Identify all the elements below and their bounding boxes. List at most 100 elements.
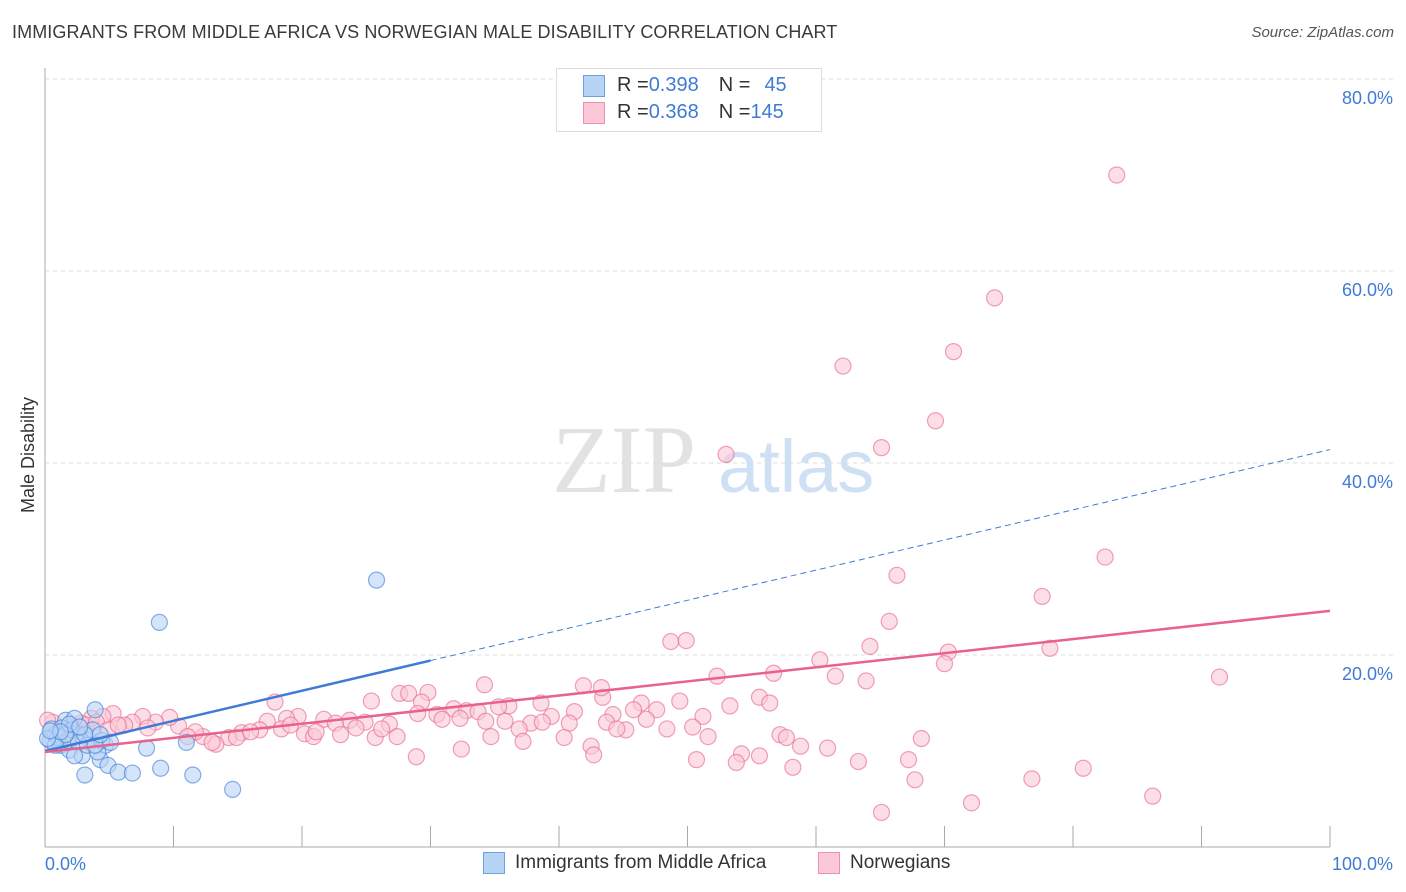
- norwegians-point: [986, 289, 1004, 307]
- norwegians-point: [872, 439, 891, 457]
- immigrants-point: [76, 766, 94, 784]
- norwegians-point: [750, 747, 769, 765]
- norwegians-point: [777, 728, 796, 747]
- norwegians-point: [242, 723, 260, 741]
- r-label: R =: [617, 74, 649, 96]
- source-label: Source: ZipAtlas.com: [1251, 24, 1394, 41]
- norwegians-point: [533, 713, 551, 731]
- norwegians-point: [880, 612, 898, 631]
- norwegians-point: [307, 723, 325, 741]
- norwegians-point: [388, 727, 406, 746]
- legend-item-immigrants: Immigrants from Middle Africa: [483, 852, 766, 874]
- norwegians-point: [1023, 770, 1041, 788]
- norwegians-point: [694, 707, 712, 726]
- norwegians-point: [826, 667, 844, 685]
- watermark-atlas: atlas: [718, 425, 874, 508]
- r-value: 0.398: [648, 74, 699, 96]
- norwegians-trendline: [44, 609, 1331, 754]
- norwegians-point: [926, 412, 945, 430]
- y-tick-label: 40.0%: [1342, 472, 1393, 492]
- x-tick-label-max: 100.0%: [1332, 854, 1393, 874]
- norwegians-point: [477, 712, 495, 730]
- norwegians-point: [452, 740, 470, 758]
- norwegians-point: [791, 737, 810, 755]
- legend-label: Immigrants from Middle Africa: [515, 852, 767, 873]
- norwegians-point: [721, 697, 739, 715]
- norwegians-point: [944, 343, 963, 361]
- norwegians-point: [717, 445, 735, 463]
- chart-title: IMMIGRANTS FROM MIDDLE AFRICA VS NORWEGI…: [12, 22, 838, 42]
- norwegians-point: [1108, 166, 1126, 184]
- immigrants-point: [123, 764, 141, 782]
- norwegians-point: [658, 720, 676, 738]
- norwegians-point: [1041, 639, 1059, 657]
- norwegians-point: [677, 631, 695, 650]
- y-tick-label: 80.0%: [1342, 88, 1393, 108]
- norwegians-point: [373, 720, 391, 738]
- norwegians-point: [818, 739, 837, 757]
- norwegians-point: [109, 716, 127, 734]
- watermark-zip: ZIP: [552, 406, 696, 513]
- blue-swatch-icon: [583, 74, 605, 97]
- immigrants-point: [224, 780, 242, 799]
- norwegians-point: [514, 732, 532, 751]
- norwegians-point: [906, 771, 924, 789]
- immigrants-trendline-extension: [430, 449, 1331, 662]
- y-axis-label: Male Disability: [18, 397, 38, 513]
- norwegians-point: [708, 667, 726, 685]
- norwegians-point: [1033, 587, 1051, 606]
- norwegians-point: [962, 794, 981, 812]
- norwegians-point: [400, 684, 418, 703]
- norwegians-point: [888, 566, 906, 584]
- norwegians-point: [662, 632, 680, 651]
- n-label: N =: [718, 101, 751, 123]
- r-value: 0.368: [648, 101, 699, 123]
- norwegians-point: [935, 655, 954, 673]
- immigrants-point: [150, 613, 168, 631]
- immigrants-point: [177, 733, 195, 751]
- norwegians-point: [608, 720, 626, 738]
- immigrants-point: [71, 718, 89, 736]
- immigrants-point: [86, 701, 104, 719]
- immigrants-point: [152, 759, 170, 777]
- norwegians-point: [451, 709, 469, 727]
- pink-swatch-icon: [818, 852, 840, 874]
- blue-swatch-icon: [483, 852, 505, 874]
- norwegians-point: [861, 637, 879, 655]
- norwegians-point: [496, 712, 514, 730]
- stats-legend: R = 0.398 N = 45 R = 0.368 N = 145: [556, 68, 822, 132]
- norwegians-point: [592, 679, 611, 697]
- norwegians-point: [362, 692, 380, 710]
- norwegians-point: [1144, 787, 1162, 805]
- immigrants-point: [41, 722, 59, 740]
- norwegians-point: [857, 672, 875, 690]
- norwegians-point: [585, 746, 603, 764]
- legend-row-immigrants: R = 0.398 N = 45: [583, 74, 787, 97]
- legend-label: Norwegians: [850, 852, 951, 873]
- x-tick-label-min: 0.0%: [45, 854, 86, 874]
- norwegians-point: [407, 748, 425, 766]
- norwegians-point: [1074, 759, 1092, 777]
- immigrants-trendline: [44, 659, 431, 753]
- norwegians-point: [684, 718, 702, 736]
- immigrants-point: [367, 571, 386, 589]
- norwegians-point: [912, 729, 930, 748]
- norwegians-point: [671, 692, 689, 710]
- norwegians-point: [637, 710, 655, 728]
- norwegians-point: [727, 753, 745, 772]
- norwegians-point: [1210, 668, 1229, 686]
- norwegians-point: [687, 751, 706, 769]
- norwegians-point: [699, 727, 717, 746]
- norwegians-point: [555, 728, 573, 747]
- legend-row-norwegians: R = 0.368 N = 145: [583, 101, 784, 124]
- pink-swatch-icon: [583, 101, 605, 124]
- norwegians-point: [331, 726, 350, 744]
- norwegians-point: [347, 719, 365, 737]
- norwegians-point: [784, 758, 802, 776]
- immigrants-point: [184, 766, 202, 784]
- norwegians-point: [1096, 548, 1114, 566]
- norwegians-point: [409, 704, 427, 723]
- norwegians-point: [624, 701, 643, 719]
